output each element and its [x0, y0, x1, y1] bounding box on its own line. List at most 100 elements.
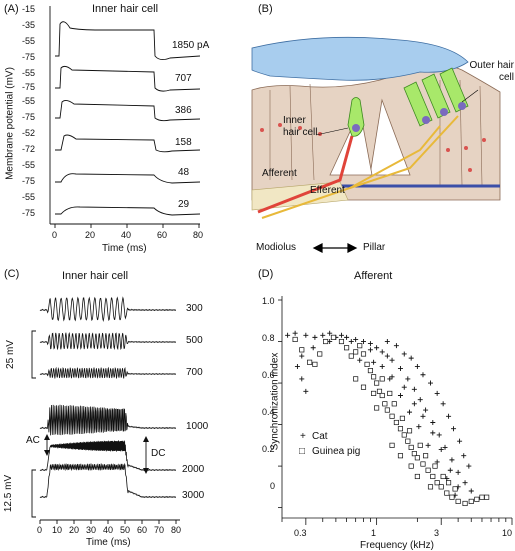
cat-point [420, 413, 426, 419]
double-arrow-icon [312, 243, 358, 253]
xtick: 40 [103, 525, 114, 535]
efferent-label: Efferent [310, 185, 345, 196]
guinea-pig-point [382, 401, 388, 407]
ytick: 1.0 [262, 296, 275, 306]
xtick: 70 [154, 525, 165, 535]
cat-point [425, 442, 431, 448]
xtick: 10 [502, 528, 513, 538]
panel-d-label: (D) [258, 268, 274, 280]
xtick: 0 [37, 525, 43, 535]
cat-point [401, 351, 407, 357]
xtick: 3 [434, 528, 440, 538]
cat-point [417, 397, 423, 403]
ytick: -15 [22, 4, 36, 14]
guinea-pig-point [371, 374, 377, 380]
guinea-pig-point [474, 496, 480, 502]
cat-point [389, 357, 395, 363]
dc-label: DC [151, 448, 166, 459]
guinea-pig-point [444, 490, 450, 496]
cat-point [303, 388, 309, 394]
ytick: -75 [22, 208, 36, 218]
cat-point [455, 469, 461, 475]
outer-hair-cell-label: Outer hair cell [469, 60, 514, 83]
ytick: 0.8 [262, 333, 275, 343]
guinea-pig-point [348, 353, 354, 359]
guinea-pig-point [360, 351, 367, 357]
current-label: 1850 pA [172, 40, 210, 51]
cat-point [462, 480, 468, 486]
guinea-pig-point [353, 376, 359, 382]
ytick: -75 [22, 82, 36, 92]
cat-point [407, 409, 413, 415]
panel-c-title: Inner hair cell [62, 270, 129, 282]
guinea-pig-point [307, 359, 313, 365]
efferent-fiber [261, 125, 441, 219]
cat-point [393, 343, 399, 349]
ytick: -35 [22, 20, 36, 30]
trace-2000 [39, 440, 176, 472]
cat-point [430, 430, 436, 436]
guinea-pig-point [353, 349, 359, 355]
cat-point [338, 332, 344, 338]
guinea-pig-point [405, 438, 411, 444]
panel-d-xlabel: Frequency (kHz) [360, 540, 434, 551]
trace-3000 [39, 462, 176, 499]
guinea-pig-point [414, 455, 420, 461]
cat-point [405, 376, 411, 382]
xtick: 80 [193, 230, 204, 240]
ytick: -55 [22, 68, 36, 78]
guinea-pig-point [408, 463, 414, 469]
guinea-pig-point [393, 419, 399, 426]
ytick: -75 [22, 52, 36, 62]
guinea-pig-point [330, 334, 337, 340]
cat-point [466, 463, 472, 469]
panel-d-title: Afferent [354, 270, 393, 282]
cat-point [357, 357, 363, 363]
guinea-pig-point [389, 413, 395, 419]
freq-label: 2000 [182, 464, 205, 475]
cat-point [401, 384, 407, 390]
trace-700 [39, 366, 176, 379]
cat-point [348, 339, 354, 345]
guinea-pig-point [391, 401, 397, 407]
cat-point [423, 407, 429, 413]
cat-point [446, 413, 452, 419]
cat-point [420, 372, 426, 378]
guinea-pig-point [323, 338, 329, 345]
cat-point [451, 426, 457, 432]
trace-500 [39, 331, 176, 351]
guinea-pig-point [389, 442, 395, 448]
cat-point [427, 380, 433, 386]
legend-marker: □ [299, 446, 306, 457]
cat-point [457, 438, 463, 444]
current-label: 158 [175, 137, 192, 148]
guinea-pig-point [438, 484, 444, 490]
guinea-pig-point [427, 484, 434, 490]
xtick: 20 [69, 525, 80, 535]
xtick: 0.3 [294, 528, 307, 538]
guinea-pig-point [406, 428, 413, 434]
guinea-pig-point [468, 498, 474, 504]
current-label: 707 [175, 73, 192, 84]
cat-point [312, 334, 318, 340]
xtick: 50 [120, 525, 131, 535]
freq-label: 1000 [186, 421, 209, 432]
guinea-pig-point [379, 392, 385, 399]
cat-point [414, 363, 420, 369]
cat-point [387, 376, 393, 382]
outer-hair-cell [439, 67, 469, 113]
guinea-pig-point [401, 432, 407, 438]
cat-point [353, 336, 359, 342]
current-label: 386 [175, 105, 192, 116]
cat-point [416, 424, 422, 430]
modiolus-label: Modiolus [256, 242, 297, 253]
guinea-pig-point [484, 494, 490, 500]
cat-point [411, 401, 417, 407]
xtick: 20 [85, 230, 96, 240]
cat-point [285, 332, 291, 338]
cat-point [449, 457, 455, 463]
ytick: -55 [22, 36, 36, 46]
